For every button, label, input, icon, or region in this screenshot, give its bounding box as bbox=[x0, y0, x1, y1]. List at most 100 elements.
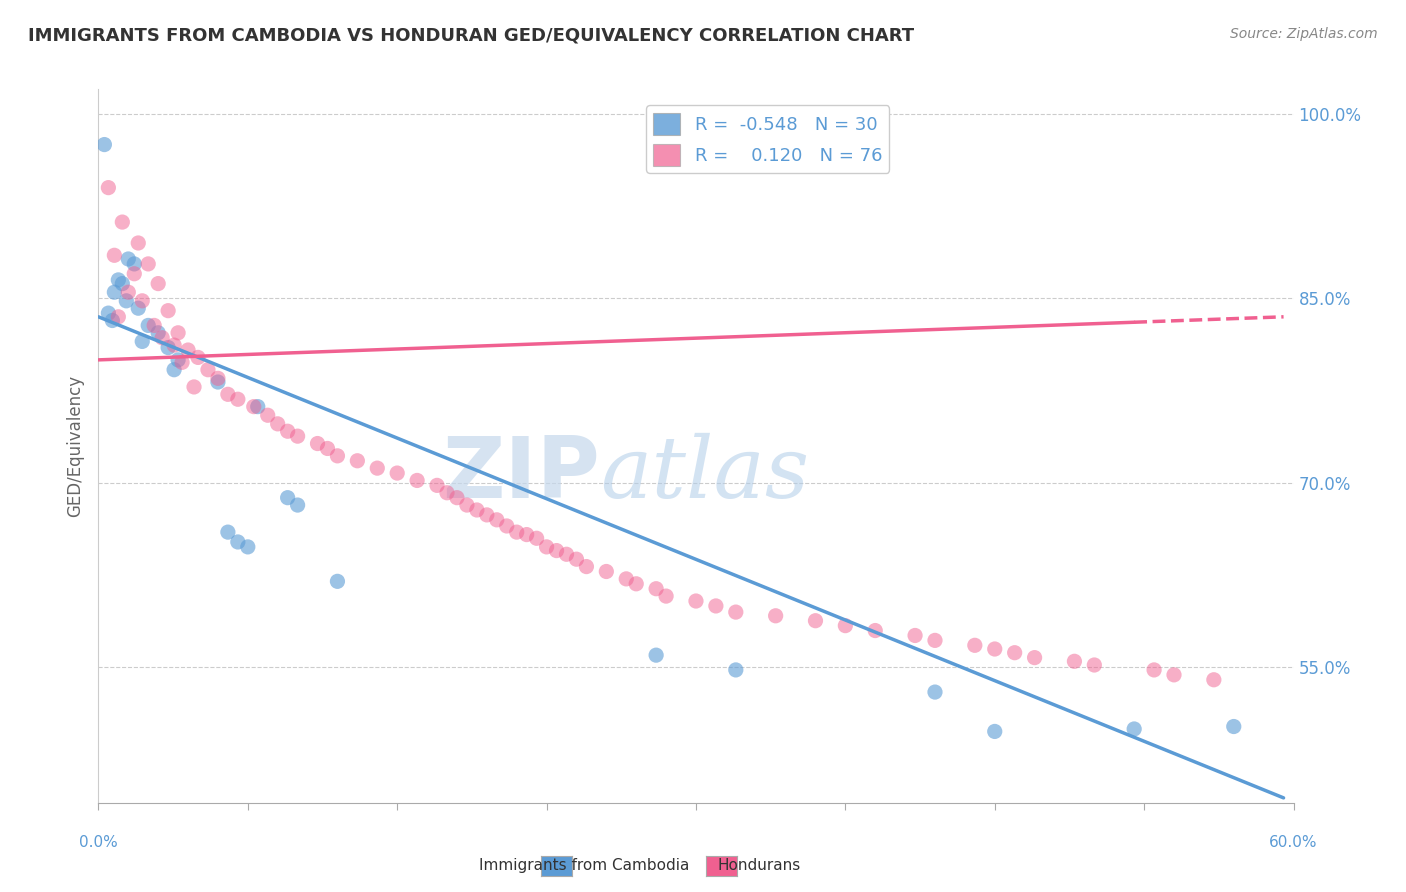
Point bbox=[217, 387, 239, 401]
Point bbox=[1163, 668, 1185, 682]
Point bbox=[536, 540, 558, 554]
Point bbox=[236, 540, 259, 554]
Point bbox=[136, 257, 159, 271]
Text: Immigrants from Cambodia: Immigrants from Cambodia bbox=[478, 858, 689, 872]
Point bbox=[103, 248, 125, 262]
Point bbox=[115, 293, 138, 308]
Point bbox=[385, 466, 409, 480]
Point bbox=[131, 293, 153, 308]
Point bbox=[475, 508, 498, 522]
Point bbox=[97, 306, 120, 320]
Point bbox=[704, 599, 727, 613]
Point bbox=[127, 235, 149, 250]
Point bbox=[167, 326, 190, 340]
Text: Hondurans: Hondurans bbox=[717, 858, 800, 872]
Point bbox=[685, 594, 707, 608]
Point bbox=[187, 351, 209, 365]
Point bbox=[1083, 658, 1105, 673]
Point bbox=[1024, 650, 1046, 665]
Point bbox=[865, 624, 887, 638]
Point bbox=[97, 180, 120, 194]
Point bbox=[724, 605, 747, 619]
Point bbox=[436, 485, 458, 500]
Legend: R =  -0.548   N = 30, R =    0.120   N = 76: R = -0.548 N = 30, R = 0.120 N = 76 bbox=[645, 105, 890, 173]
Point bbox=[207, 375, 229, 389]
Point bbox=[406, 474, 429, 488]
Point bbox=[595, 565, 617, 579]
Point bbox=[804, 614, 827, 628]
Point bbox=[645, 648, 668, 662]
Point bbox=[506, 525, 529, 540]
Point bbox=[555, 547, 578, 561]
Point bbox=[243, 400, 266, 414]
Point bbox=[834, 618, 856, 632]
Point bbox=[157, 341, 180, 355]
Point bbox=[103, 285, 125, 300]
Point bbox=[1004, 646, 1026, 660]
Point bbox=[465, 503, 488, 517]
Point bbox=[546, 543, 568, 558]
Point bbox=[136, 318, 159, 333]
Point bbox=[366, 461, 388, 475]
Point bbox=[124, 267, 146, 281]
Text: 0.0%: 0.0% bbox=[79, 836, 118, 850]
Point bbox=[645, 582, 668, 596]
Point bbox=[157, 303, 180, 318]
Point bbox=[267, 417, 290, 431]
Point bbox=[346, 454, 368, 468]
Point bbox=[163, 362, 186, 376]
Point bbox=[217, 525, 239, 540]
Point bbox=[124, 257, 146, 271]
Point bbox=[1202, 673, 1225, 687]
Point bbox=[183, 380, 205, 394]
Point bbox=[1063, 654, 1085, 668]
Y-axis label: GED/Equivalency: GED/Equivalency bbox=[66, 375, 84, 517]
Point bbox=[111, 215, 134, 229]
Point bbox=[426, 478, 449, 492]
Point bbox=[117, 285, 139, 300]
Point bbox=[226, 392, 249, 407]
Point bbox=[277, 424, 299, 438]
Point bbox=[984, 724, 1007, 739]
Point bbox=[101, 313, 124, 327]
Text: Source: ZipAtlas.com: Source: ZipAtlas.com bbox=[1230, 27, 1378, 41]
Point bbox=[1123, 722, 1146, 736]
Point bbox=[148, 277, 170, 291]
Point bbox=[924, 685, 946, 699]
Point bbox=[904, 628, 927, 642]
Point bbox=[163, 338, 186, 352]
Point bbox=[172, 355, 194, 369]
Point bbox=[246, 400, 269, 414]
Point bbox=[655, 589, 678, 603]
Point bbox=[277, 491, 299, 505]
Point bbox=[127, 301, 149, 316]
Point bbox=[143, 318, 166, 333]
Point bbox=[197, 362, 219, 376]
Point bbox=[446, 491, 468, 505]
Point bbox=[1223, 719, 1246, 733]
Point bbox=[765, 608, 787, 623]
Point bbox=[256, 409, 278, 423]
Point bbox=[167, 352, 190, 367]
Point bbox=[307, 436, 329, 450]
Point bbox=[107, 310, 129, 324]
Point bbox=[1143, 663, 1166, 677]
Point bbox=[326, 449, 349, 463]
Point bbox=[924, 633, 946, 648]
Point bbox=[207, 371, 229, 385]
Point bbox=[526, 531, 548, 545]
Point bbox=[724, 663, 747, 677]
Point bbox=[93, 137, 115, 152]
Point bbox=[150, 331, 173, 345]
Text: atlas: atlas bbox=[600, 434, 810, 516]
Text: ZIP: ZIP bbox=[443, 433, 600, 516]
Point bbox=[287, 498, 309, 512]
Point bbox=[107, 273, 129, 287]
Point bbox=[626, 576, 648, 591]
Point bbox=[614, 572, 637, 586]
Point bbox=[456, 498, 478, 512]
Point bbox=[485, 513, 508, 527]
Point bbox=[565, 552, 588, 566]
Point bbox=[516, 527, 538, 541]
Point bbox=[963, 638, 986, 652]
